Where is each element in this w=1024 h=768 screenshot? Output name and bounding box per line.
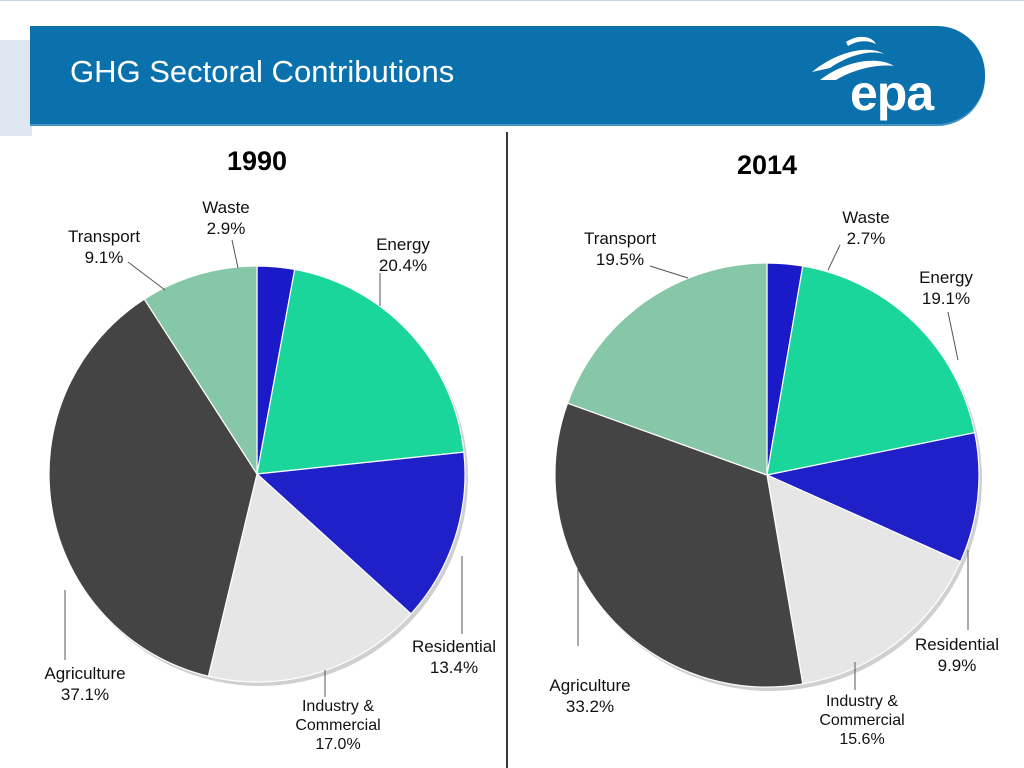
data-label-transport-1990: 9.1%: [85, 248, 124, 267]
slice-transport-2014: [566, 262, 768, 476]
data-label-industry-1990: 17.0%: [315, 736, 360, 753]
leader-line-waste: [827, 244, 841, 271]
data-label-transport-2014: Transport: [584, 229, 656, 248]
leader-line-transport: [649, 265, 689, 279]
data-label-industry-1990: Industry &: [302, 698, 374, 715]
data-label-waste-1990: Waste: [202, 198, 250, 217]
leader-line-waste: [231, 239, 239, 269]
data-label-energy-2014: 19.1%: [922, 289, 970, 308]
data-label-energy-1990: 20.4%: [379, 256, 427, 275]
data-label-industry-1990: Commercial: [295, 717, 380, 734]
data-label-residential-2014: Residential: [915, 635, 999, 654]
data-label-waste-2014: 2.7%: [847, 229, 886, 248]
leader-line-energy: [947, 311, 959, 361]
epa-logo: epa: [806, 34, 951, 124]
top-border: [0, 0, 1024, 1]
slice-residential-1990: [255, 451, 466, 615]
data-label-waste-2014: Waste: [842, 208, 890, 227]
slice-industry-1990: [207, 472, 412, 683]
slice-residential-2014: [765, 431, 980, 563]
epa-logo-text: epa: [850, 65, 934, 121]
chart-title-2014: 2014: [737, 150, 797, 180]
slice-energy-2014: [766, 265, 976, 476]
pie-chart-1990: 1990 Waste 2.9% Energy 20.4% Residential 13.4%…: [44, 146, 496, 753]
slice-agriculture-2014: [554, 402, 804, 688]
data-label-residential-1990: 13.4%: [430, 658, 478, 677]
data-label-agriculture-1990: 37.1%: [61, 685, 109, 704]
data-label-agriculture-2014: 33.2%: [566, 697, 614, 716]
data-label-industry-2014: Commercial: [819, 712, 904, 729]
data-label-transport-1990: Transport: [68, 227, 140, 246]
chart-title-1990: 1990: [227, 146, 287, 176]
slice-transport-1990: [143, 265, 258, 477]
data-label-energy-2014: Energy: [919, 268, 973, 287]
pie-chart-2014: 2014 Waste 2.7% Energy 19.1% Residential 9.9% I…: [549, 150, 999, 748]
chart-divider: [506, 132, 508, 768]
data-label-industry-2014: 15.6%: [839, 731, 884, 748]
data-label-waste-1990: 2.9%: [207, 219, 246, 238]
data-label-agriculture-1990: Agriculture: [44, 664, 125, 683]
data-label-transport-2014: 19.5%: [596, 250, 644, 269]
slide-title: GHG Sectoral Contributions: [70, 54, 455, 89]
data-label-energy-1990: Energy: [376, 235, 430, 254]
data-label-residential-1990: Residential: [412, 637, 496, 656]
slice-energy-1990: [256, 268, 465, 475]
data-label-industry-2014: Industry &: [826, 693, 898, 710]
leader-line-transport: [127, 261, 166, 291]
data-label-agriculture-2014: Agriculture: [549, 676, 630, 695]
data-label-residential-2014: 9.9%: [938, 656, 977, 675]
slice-industry-2014: [766, 473, 962, 685]
swirl-icon: [812, 36, 894, 80]
banner-shadow: [0, 40, 32, 136]
